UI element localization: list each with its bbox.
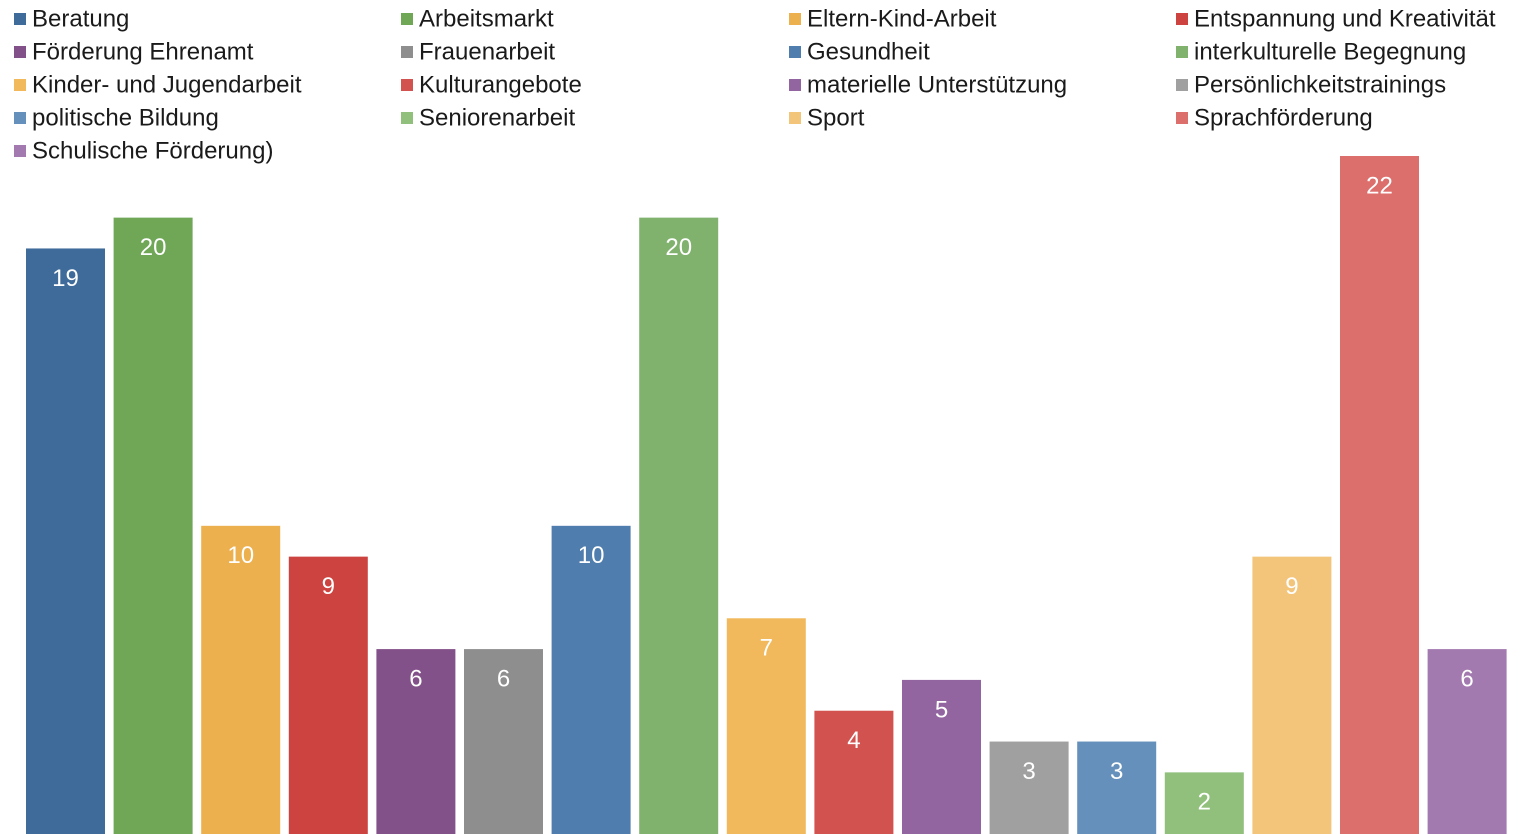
data-label: 6: [409, 665, 422, 692]
legend-label: Kinder- und Jugendarbeit: [32, 71, 302, 98]
legend-swatch: [14, 112, 26, 124]
data-label: 3: [1110, 758, 1123, 785]
bar: [726, 618, 806, 834]
bar: [288, 556, 368, 834]
bar: [989, 741, 1069, 834]
bar: [1427, 649, 1507, 834]
legend-label: Kulturangebote: [419, 71, 582, 98]
legend-swatch: [1176, 13, 1188, 25]
data-label: 10: [578, 542, 605, 569]
legend-swatch: [14, 79, 26, 91]
legend-label: Persönlichkeitstrainings: [1194, 71, 1446, 98]
data-label: 20: [665, 234, 692, 261]
legend-label: Arbeitsmarkt: [419, 5, 554, 32]
data-label: 6: [1460, 665, 1473, 692]
legend-label: Sprachförderung: [1194, 104, 1373, 131]
legend-label: Sport: [807, 104, 865, 131]
legend-swatch: [789, 13, 801, 25]
legend-swatch: [401, 79, 413, 91]
data-label: 20: [140, 234, 167, 261]
legend-label: interkulturelle Begegnung: [1194, 38, 1466, 65]
data-label: 10: [227, 542, 254, 569]
data-label: 19: [52, 265, 79, 292]
legend-label: Entspannung und Kreativität: [1194, 5, 1496, 32]
bar: [639, 217, 719, 834]
legend-label: Beratung: [32, 5, 129, 32]
legend-swatch: [789, 112, 801, 124]
legend-label: Förderung Ehrenamt: [32, 38, 254, 65]
data-label: 5: [935, 696, 948, 723]
bar: [113, 217, 193, 834]
legend-swatch: [14, 46, 26, 58]
legend-label: Seniorenarbeit: [419, 104, 575, 131]
bar: [1077, 741, 1157, 834]
data-label: 2: [1198, 789, 1211, 816]
legend-swatch: [1176, 79, 1188, 91]
legend-label: materielle Unterstützung: [807, 71, 1067, 98]
data-label: 7: [760, 635, 773, 662]
legend-label: Gesundheit: [807, 38, 930, 65]
legend-label: Frauenarbeit: [419, 38, 555, 65]
bar: [1252, 556, 1332, 834]
data-label: 4: [847, 727, 860, 754]
bar: [551, 525, 631, 834]
data-label: 9: [322, 573, 335, 600]
bar: [1164, 772, 1244, 834]
legend-swatch: [14, 145, 26, 157]
data-label: 3: [1022, 758, 1035, 785]
data-label: 22: [1366, 172, 1393, 199]
legend-label: politische Bildung: [32, 104, 219, 131]
bar: [464, 649, 543, 834]
bar: [902, 679, 981, 834]
bar: [814, 710, 894, 834]
data-label: 6: [497, 665, 510, 692]
legend-label: Schulische Förderung): [32, 137, 273, 164]
data-label: 9: [1285, 573, 1298, 600]
legend-swatch: [1176, 46, 1188, 58]
legend-swatch: [789, 79, 801, 91]
legend-swatch: [789, 46, 801, 58]
legend-label: Eltern-Kind-Arbeit: [807, 5, 997, 32]
legend-swatch: [14, 13, 26, 25]
legend-swatch: [1176, 112, 1188, 124]
bar: [1340, 156, 1419, 834]
legend-swatch: [401, 13, 413, 25]
bar: [376, 649, 456, 834]
legend-swatch: [401, 112, 413, 124]
bar: [26, 248, 105, 834]
legend-swatch: [401, 46, 413, 58]
bar: [201, 525, 281, 834]
